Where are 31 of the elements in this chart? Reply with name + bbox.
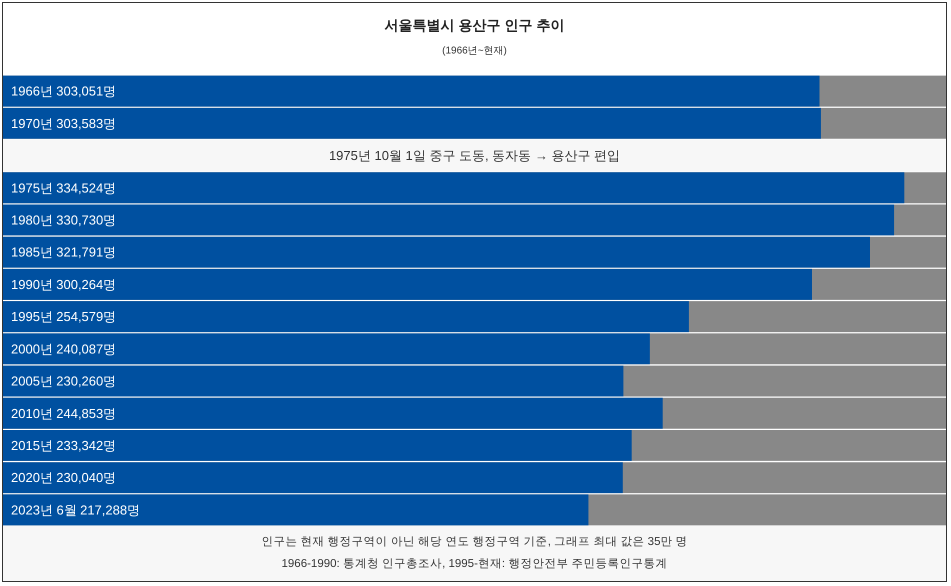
data-label: 217,288명 [80, 502, 140, 518]
data-label: 254,579명 [56, 309, 116, 324]
y-tick-label: 2015년 [11, 438, 53, 453]
data-label: 330,730명 [56, 212, 116, 228]
y-tick-label: 2005년 [11, 374, 53, 389]
text: 1966-1990: 통계청 인구총조사, 1995-현재: 행정안전부 주민등록인구통계 [282, 557, 668, 570]
y-tick-label: 1985년 [11, 244, 53, 260]
annotation: 1975년 10월 1일 중구 도동, 동자동 → 용산구 편입 [328, 148, 620, 164]
y-tick-label: 2000년 [11, 341, 53, 356]
y-tick-label: 1970년 [11, 116, 53, 131]
y-tick-label: 2010년 [11, 406, 53, 421]
data-label: 321,791명 [56, 244, 116, 260]
y-tick-label: 1980년 [11, 212, 53, 228]
data-label: 300,264명 [56, 276, 116, 292]
data-label: 233,342명 [56, 438, 116, 453]
data-label: 334,524명 [56, 180, 116, 196]
data-label: 303,583명 [56, 116, 116, 131]
chart-title: 서울특별시 용산구 인구 추이 [384, 17, 564, 33]
y-tick-label: 1995년 [11, 309, 53, 324]
data-label: 244,853명 [56, 406, 116, 421]
y-tick-label: 1990년 [11, 276, 53, 292]
text: 인구는 현재 행정구역이 아닌 해당 연도 행정구역 기준, 그래프 최대 값은 35만 명 [261, 536, 688, 548]
y-tick-label: 1966년 [11, 84, 53, 99]
data-label: 230,040명 [56, 470, 116, 486]
y-tick-label: 1975년 [11, 180, 53, 196]
data-label: 303,051명 [56, 84, 116, 99]
chart-subtitle: (1966년~현재) [442, 46, 507, 56]
y-tick-label: 2020년 [11, 470, 53, 486]
y-tick-label: 2023년 6월 [11, 502, 77, 518]
data-label: 240,087명 [56, 341, 116, 356]
data-label: 230,260명 [56, 374, 116, 389]
